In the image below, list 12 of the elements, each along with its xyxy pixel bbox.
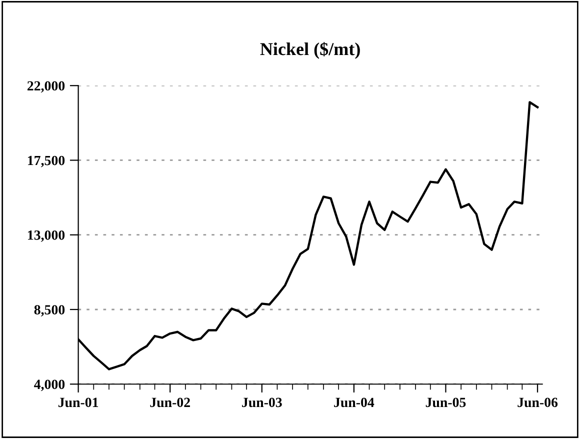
- x-tick-label: Jun-03: [242, 398, 282, 408]
- x-tick-label: Jun-04: [334, 398, 374, 408]
- y-tick-label: 17,500: [28, 156, 65, 168]
- y-tick-label: 8,500: [34, 305, 65, 316]
- chart-title: Nickel ($/mt): [260, 42, 360, 59]
- x-tick-label: Jun-01: [58, 398, 98, 408]
- y-tick-label: 4,000: [34, 380, 65, 392]
- y-tick-label: 13,000: [28, 230, 65, 242]
- x-tick-label: Jun-05: [426, 398, 466, 408]
- y-tick-label: 22,000: [27, 81, 65, 93]
- x-tick-label: Jun-06: [518, 398, 558, 408]
- x-tick-label: Jun-02: [150, 398, 190, 408]
